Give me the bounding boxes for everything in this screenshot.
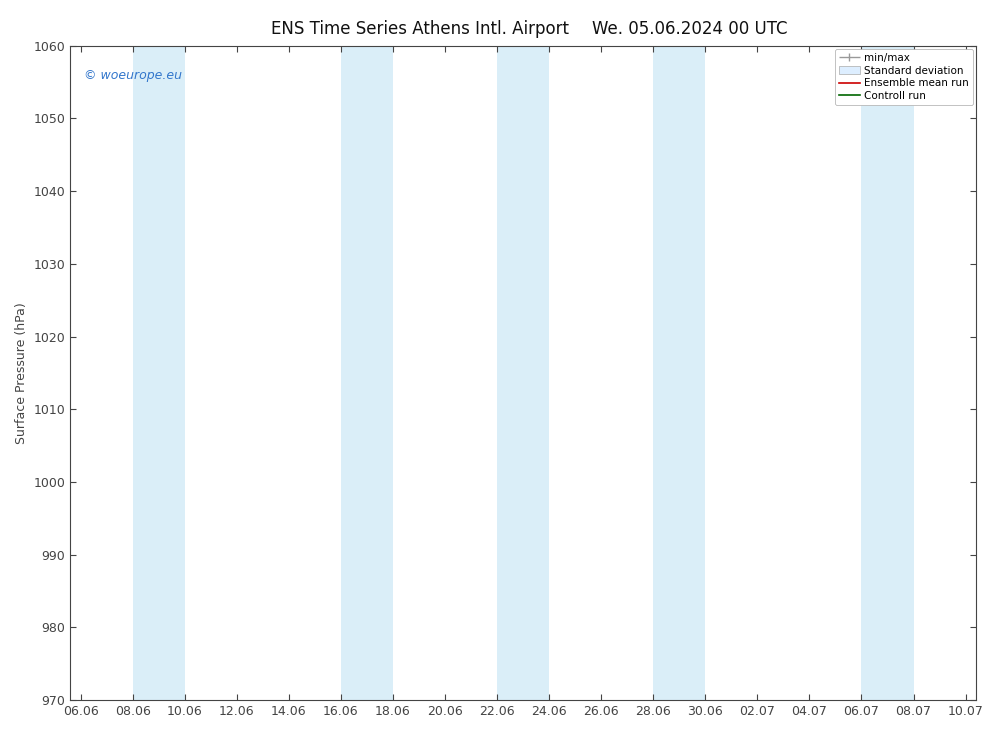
Bar [133,45,185,700]
Text: © woeurope.eu: © woeurope.eu [84,69,182,81]
Y-axis label: Surface Pressure (hPa): Surface Pressure (hPa) [15,302,28,443]
Bar [861,45,914,700]
Bar [341,45,393,700]
Bar [653,45,705,700]
Text: We. 05.06.2024 00 UTC: We. 05.06.2024 00 UTC [592,20,788,38]
Bar [497,45,549,700]
Text: ENS Time Series Athens Intl. Airport: ENS Time Series Athens Intl. Airport [271,20,569,38]
Legend: min/max, Standard deviation, Ensemble mean run, Controll run: min/max, Standard deviation, Ensemble me… [835,49,973,105]
